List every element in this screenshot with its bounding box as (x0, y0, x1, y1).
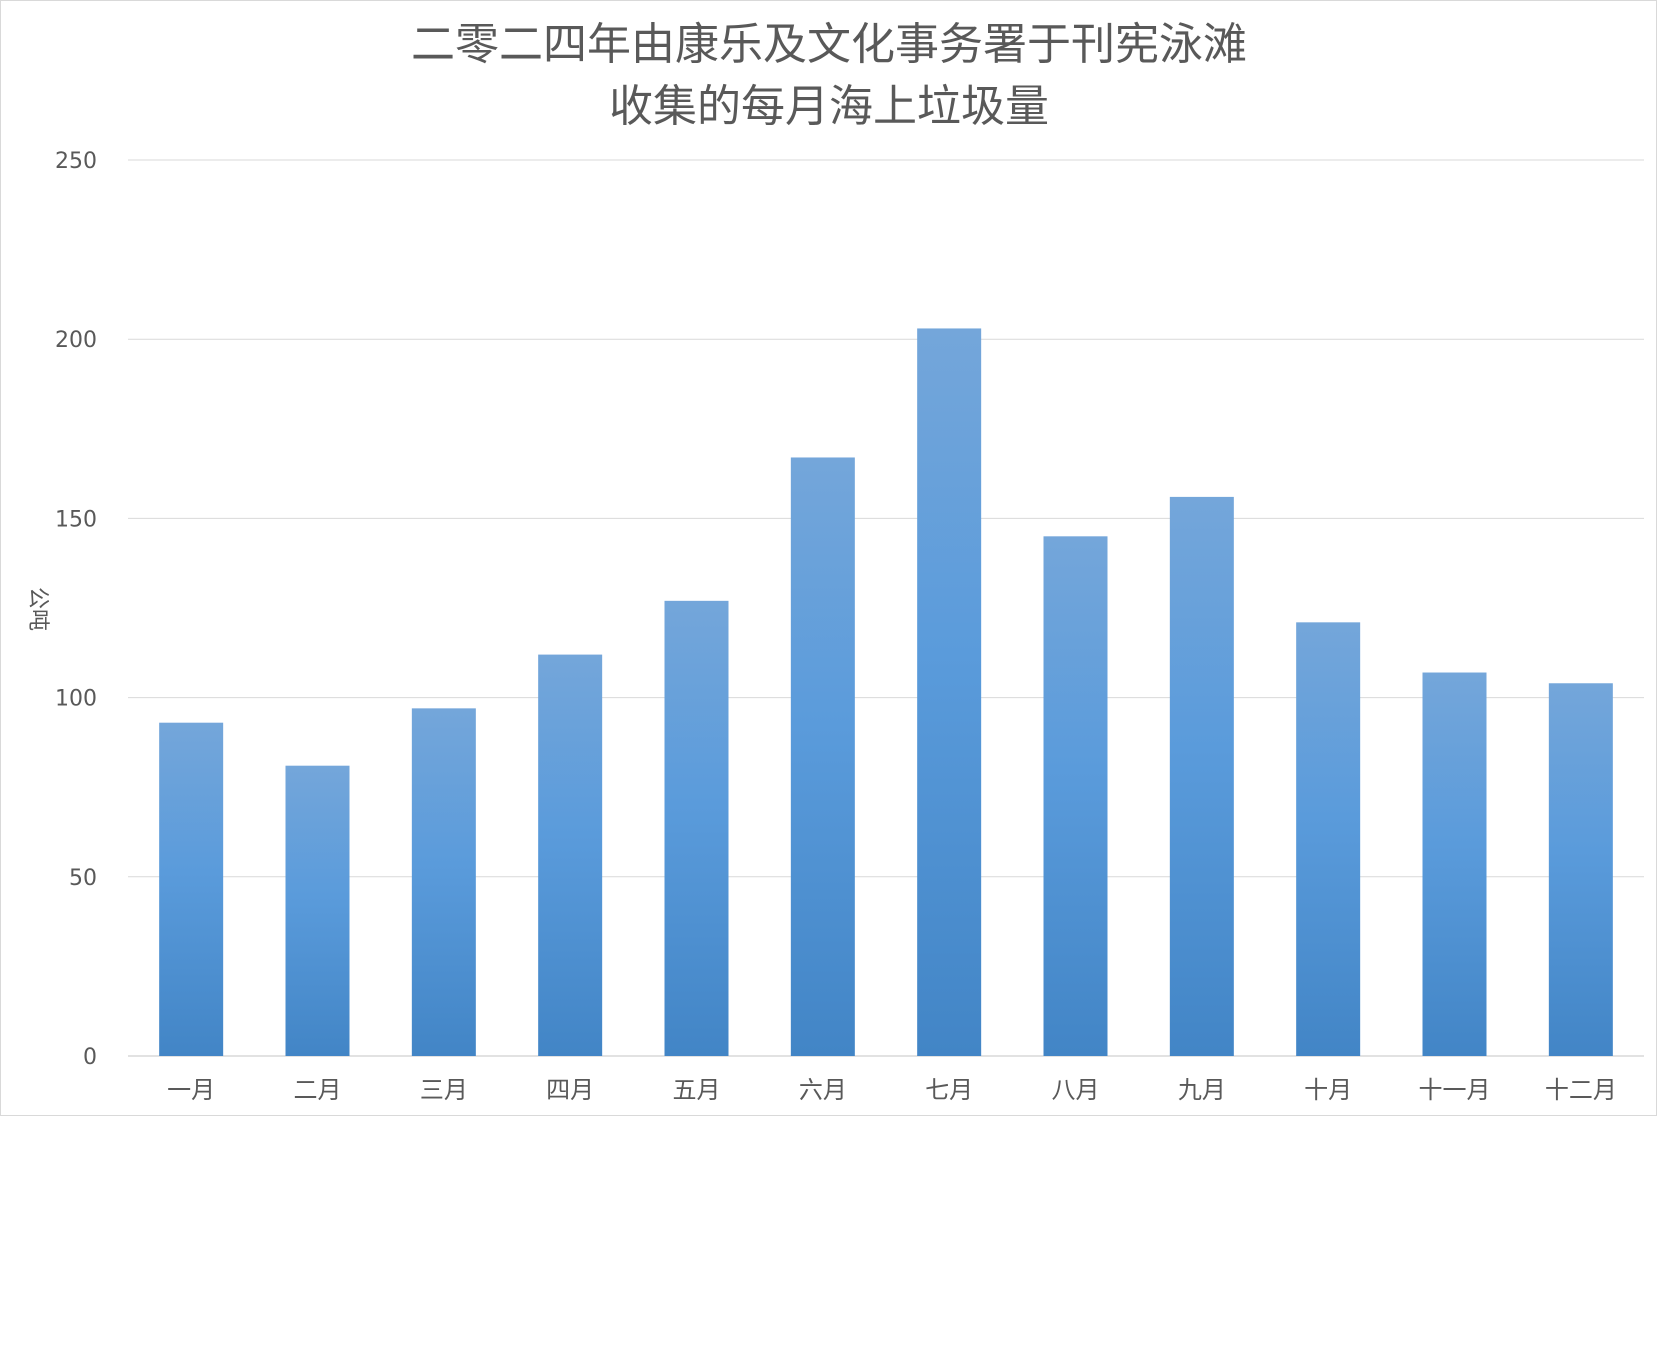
y-tick-label: 200 (55, 328, 97, 353)
gridlines (128, 159, 1644, 1057)
x-axis-categories: 一月 二月 三月 四月 五月 六月 七月 八月 九月 十月 十一月 十二月 (167, 1076, 1617, 1104)
bar-8 (1043, 536, 1108, 1056)
y-tick-label: 250 (55, 149, 97, 174)
x-category-label: 十二月 (1545, 1076, 1617, 1104)
bar-12 (1548, 683, 1613, 1056)
x-category-label: 三月 (420, 1076, 468, 1104)
x-category-label: 七月 (925, 1076, 973, 1104)
chart-frame: 二零二四年由康乐及文化事务署于刊宪泳滩 收集的每月海上垃圾量 公吨 0 50 100… (0, 0, 1657, 1116)
bar-3 (411, 708, 476, 1056)
chart-title-line-2: 收集的每月海上垃圾量 (609, 81, 1049, 132)
x-category-label: 八月 (1052, 1076, 1100, 1104)
x-category-label: 十一月 (1419, 1076, 1491, 1104)
y-tick-label: 50 (69, 866, 97, 891)
x-category-label: 十月 (1304, 1076, 1352, 1104)
chart-title-line-1: 二零二四年由康乐及文化事务署于刊宪泳滩 (411, 19, 1247, 70)
y-tick-label: 150 (55, 507, 97, 532)
x-category-label: 二月 (294, 1076, 342, 1104)
x-category-label: 五月 (673, 1076, 721, 1104)
bar-1 (159, 722, 224, 1056)
y-axis-title: 公吨 (25, 587, 50, 631)
bar-11 (1422, 672, 1487, 1056)
bars (159, 328, 1613, 1056)
x-category-label: 六月 (799, 1076, 847, 1104)
y-tick-label: 0 (83, 1045, 97, 1070)
bar-7 (917, 328, 982, 1056)
x-category-label: 一月 (167, 1076, 215, 1104)
bar-2 (285, 765, 350, 1056)
bar-9 (1169, 496, 1234, 1056)
y-tick-label: 100 (55, 687, 97, 712)
bar-5 (664, 600, 729, 1056)
x-category-label: 四月 (546, 1076, 594, 1104)
x-category-label: 九月 (1178, 1076, 1226, 1104)
bar-4 (538, 654, 603, 1056)
bar-10 (1296, 622, 1361, 1056)
bar-chart: 二零二四年由康乐及文化事务署于刊宪泳滩 收集的每月海上垃圾量 公吨 0 50 100… (25, 19, 1644, 1104)
bar-6 (790, 457, 855, 1056)
y-axis-ticks: 0 50 100 150 200 250 (55, 149, 97, 1070)
